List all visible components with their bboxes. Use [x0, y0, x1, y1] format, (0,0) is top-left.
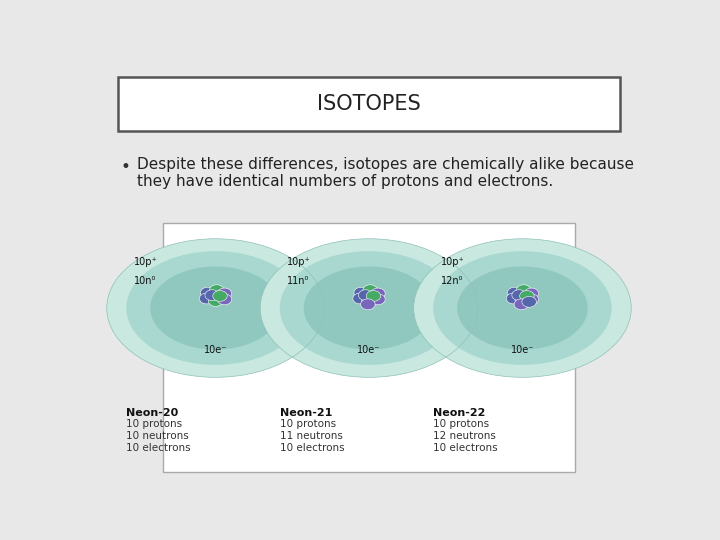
Circle shape [508, 287, 522, 298]
Circle shape [524, 294, 539, 305]
Circle shape [210, 285, 224, 295]
Text: 10n⁰: 10n⁰ [134, 276, 156, 286]
Ellipse shape [433, 251, 612, 365]
Ellipse shape [150, 266, 281, 349]
Circle shape [361, 299, 375, 310]
Ellipse shape [126, 251, 305, 365]
Circle shape [522, 296, 536, 307]
Text: 10p⁺: 10p⁺ [134, 256, 158, 267]
Text: Neon-22: Neon-22 [433, 408, 485, 418]
Text: 10 protons: 10 protons [126, 420, 182, 429]
Circle shape [217, 288, 232, 299]
Circle shape [213, 291, 228, 301]
Text: 10 electrons: 10 electrons [280, 443, 344, 453]
Text: 10e⁻: 10e⁻ [204, 345, 228, 355]
Circle shape [199, 293, 214, 304]
Circle shape [354, 287, 369, 298]
Circle shape [208, 295, 222, 306]
Text: •: • [121, 158, 130, 177]
Circle shape [506, 293, 521, 304]
Circle shape [366, 291, 381, 301]
Text: 10p⁺: 10p⁺ [441, 256, 464, 267]
Ellipse shape [260, 239, 478, 377]
Circle shape [524, 288, 539, 299]
Text: 11n⁰: 11n⁰ [287, 276, 310, 286]
Circle shape [514, 299, 528, 310]
Text: 12 neutrons: 12 neutrons [433, 431, 496, 441]
Circle shape [353, 293, 367, 304]
Circle shape [512, 290, 526, 301]
Ellipse shape [107, 239, 324, 377]
Circle shape [371, 288, 385, 299]
Circle shape [361, 295, 377, 306]
Ellipse shape [304, 266, 434, 349]
FancyBboxPatch shape [118, 77, 620, 131]
Text: 10e⁻: 10e⁻ [510, 345, 534, 355]
Text: 12n⁰: 12n⁰ [441, 276, 464, 286]
Circle shape [363, 285, 377, 295]
Text: 10 electrons: 10 electrons [433, 443, 498, 453]
Text: Despite these differences, isotopes are chemically alike because: Despite these differences, isotopes are … [138, 157, 634, 172]
Ellipse shape [457, 266, 588, 349]
Text: 10 protons: 10 protons [280, 420, 336, 429]
Text: Neon-20: Neon-20 [126, 408, 179, 418]
Circle shape [359, 290, 373, 301]
Circle shape [200, 287, 215, 298]
Text: they have identical numbers of protons and electrons.: they have identical numbers of protons a… [138, 174, 554, 189]
Circle shape [520, 291, 534, 301]
Text: ISOTOPES: ISOTOPES [317, 94, 421, 114]
Circle shape [371, 294, 385, 305]
Circle shape [205, 290, 220, 301]
Circle shape [217, 294, 232, 305]
Text: 10p⁺: 10p⁺ [287, 256, 311, 267]
Circle shape [516, 285, 531, 295]
Text: 10 electrons: 10 electrons [126, 443, 191, 453]
Text: 11 neutrons: 11 neutrons [280, 431, 343, 441]
Text: 10 protons: 10 protons [433, 420, 490, 429]
Circle shape [516, 295, 530, 306]
Text: 10e⁻: 10e⁻ [357, 345, 381, 355]
FancyBboxPatch shape [163, 223, 575, 472]
Text: 10 neutrons: 10 neutrons [126, 431, 189, 441]
Ellipse shape [280, 251, 458, 365]
Ellipse shape [414, 239, 631, 377]
Text: Neon-21: Neon-21 [280, 408, 332, 418]
